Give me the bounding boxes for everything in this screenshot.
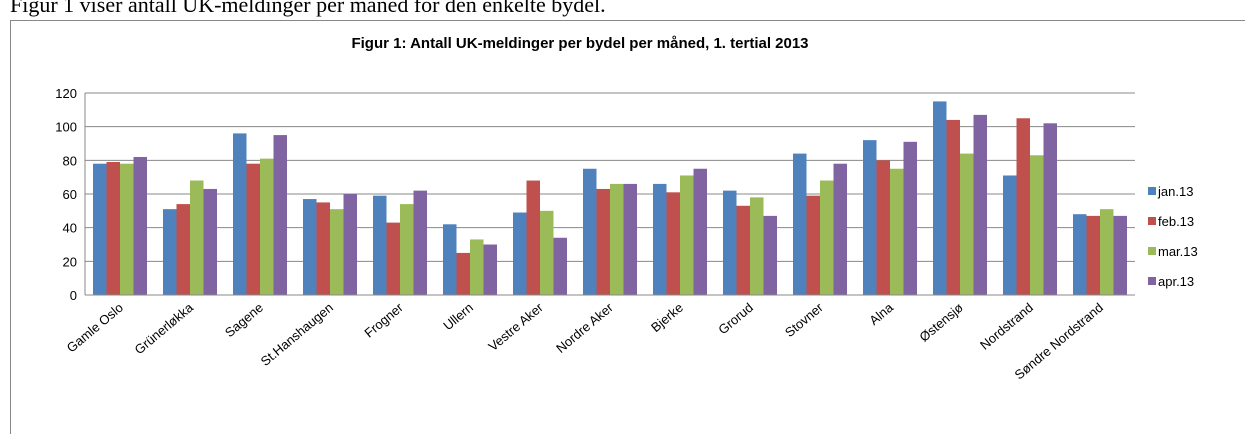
bar: [93, 163, 107, 295]
caption: Figur 1 viser antall UK-meldinger per må…: [10, 0, 606, 17]
chart-title: Figur 1: Antall UK-meldinger per bydel p…: [351, 35, 808, 52]
bar: [373, 195, 387, 295]
bar: [163, 209, 177, 295]
bar: [820, 180, 834, 295]
bar: [693, 168, 707, 295]
bar: [1043, 123, 1057, 295]
legend-label: feb.13: [1158, 214, 1194, 229]
y-tick-label: 60: [63, 187, 77, 202]
legend-label: jan.13: [1157, 184, 1193, 199]
bar: [316, 202, 330, 295]
bar: [1003, 175, 1017, 295]
bar: [273, 135, 287, 295]
bar: [443, 224, 457, 295]
bar: [203, 188, 217, 295]
bar: [946, 119, 960, 295]
bar: [890, 168, 904, 295]
legend-swatch: [1148, 217, 1156, 225]
legend-label: apr.13: [1158, 274, 1194, 289]
bar: [596, 188, 610, 295]
bar: [903, 141, 917, 295]
bar: [133, 156, 147, 295]
bar: [1100, 209, 1114, 295]
bar: [190, 180, 204, 295]
y-tick-label: 40: [63, 221, 77, 236]
y-tick-label: 20: [63, 254, 77, 269]
bar: [176, 204, 190, 295]
bar: [343, 194, 357, 295]
bar: [1016, 118, 1030, 295]
bar: [623, 183, 637, 295]
legend-label: mar.13: [1158, 244, 1198, 259]
bar: [876, 160, 890, 295]
bar: [106, 162, 120, 295]
bar: [833, 163, 847, 295]
legend-swatch: [1148, 247, 1156, 255]
bar: [973, 114, 987, 295]
bar: [303, 199, 317, 295]
bar: [553, 237, 567, 295]
bar: [960, 153, 974, 295]
bar: [1030, 155, 1044, 295]
bar: [863, 140, 877, 295]
bar: [736, 205, 750, 295]
y-tick-label: 100: [55, 120, 77, 135]
y-tick-label: 80: [63, 153, 77, 168]
bar: [680, 175, 694, 295]
bar: [413, 190, 427, 295]
bar: [456, 252, 470, 295]
bar: [260, 158, 274, 295]
bar: [483, 244, 497, 295]
bar: [1113, 215, 1127, 295]
bar: [653, 183, 667, 295]
legend-swatch: [1148, 187, 1156, 195]
bar: [526, 180, 540, 295]
bar: [386, 222, 400, 295]
bar: [1073, 214, 1087, 295]
bar: [120, 163, 134, 295]
bar: [400, 204, 414, 295]
bar: [793, 153, 807, 295]
bar: [933, 101, 947, 296]
legend-swatch: [1148, 277, 1156, 285]
bar: [246, 163, 260, 295]
bar: [723, 190, 737, 295]
bar: [763, 215, 777, 295]
y-tick-label: 120: [55, 86, 77, 101]
bar: [540, 210, 554, 295]
bar: [750, 197, 764, 295]
bar: [233, 133, 247, 295]
bar: [610, 183, 624, 295]
bar: [1086, 215, 1100, 295]
bar: [666, 192, 680, 295]
bar: [470, 239, 484, 295]
bar: [513, 212, 527, 295]
bar: [583, 168, 597, 295]
bar: [806, 195, 820, 295]
y-tick-label: 0: [70, 288, 77, 303]
bar: [330, 209, 344, 295]
